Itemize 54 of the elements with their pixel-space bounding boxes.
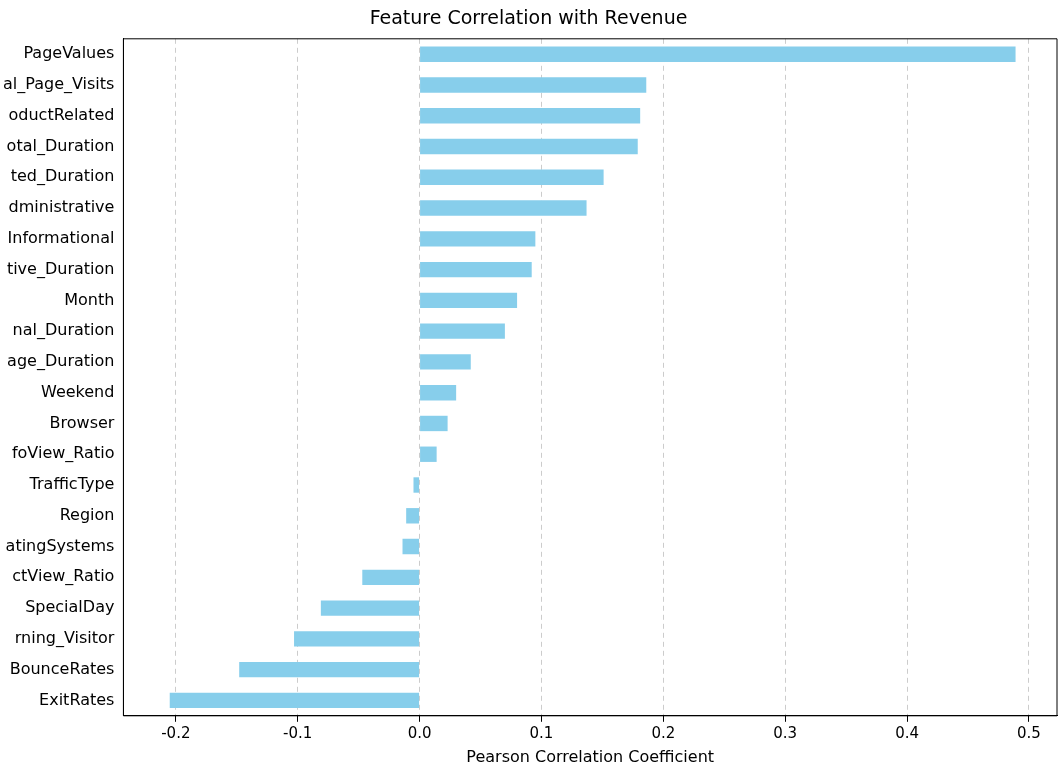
bar <box>420 446 437 462</box>
y-tick-label: Weekend <box>41 381 115 401</box>
bar <box>413 477 420 493</box>
y-tick-label: tive_Duration <box>6 258 115 279</box>
bar <box>420 46 1016 62</box>
bar <box>406 508 420 524</box>
bar <box>420 108 641 124</box>
x-tick-label: 0.3 <box>773 723 798 742</box>
bar <box>362 569 420 586</box>
x-tick-label: -0.2 <box>161 723 191 742</box>
y-tick-label: ExitRates <box>39 689 115 709</box>
bar <box>320 600 420 616</box>
bar <box>420 138 638 155</box>
chart-title: Feature Correlation with Revenue <box>369 6 688 29</box>
y-tick-label: dministrative <box>8 197 115 217</box>
x-tick-label: 0.5 <box>1017 723 1041 742</box>
bar <box>239 661 420 678</box>
y-tick-label: ctView_Ratio <box>12 566 115 587</box>
bar <box>420 261 532 278</box>
bar <box>420 169 604 185</box>
bar <box>420 354 471 370</box>
y-tick-label: rning_Visitor <box>14 628 115 649</box>
x-tick-label: 0.4 <box>895 723 920 742</box>
y-tick-label: nal_Duration <box>12 320 115 341</box>
y-tick-label: atingSystems <box>5 535 115 555</box>
y-tick-label: TrafficType <box>28 474 115 494</box>
bar <box>294 631 420 647</box>
y-tick-label: age_Duration <box>7 351 115 372</box>
y-tick-label: al_Page_Visits <box>2 74 115 95</box>
y-tick-label: SpecialDay <box>25 597 115 617</box>
y-tick-label: foView_Ratio <box>11 443 115 464</box>
bar <box>420 200 587 216</box>
x-axis-title: Pearson Correlation Coefficient <box>466 746 715 766</box>
x-tick-label: -0.1 <box>283 723 313 742</box>
y-tick-label: oductRelated <box>8 104 115 124</box>
bar <box>402 538 420 555</box>
bar <box>420 231 536 247</box>
y-tick-label: Informational <box>7 227 115 247</box>
bar <box>420 415 448 432</box>
x-tick-label: 0.0 <box>407 723 432 742</box>
y-tick-label: Browser <box>49 412 115 432</box>
y-tick-label: ted_Duration <box>10 166 115 187</box>
bar <box>169 692 420 709</box>
bar <box>420 323 505 339</box>
bar <box>420 77 647 93</box>
y-tick-label: Region <box>59 504 115 524</box>
bar <box>420 384 457 401</box>
y-tick-label: Month <box>64 289 115 309</box>
y-tick-label: otal_Duration <box>6 135 115 156</box>
y-tick-label: PageValues <box>23 43 115 63</box>
bar <box>420 292 518 309</box>
x-tick-label: 0.1 <box>529 723 554 742</box>
y-tick-label: BounceRates <box>9 658 115 678</box>
x-tick-label: 0.2 <box>651 723 676 742</box>
